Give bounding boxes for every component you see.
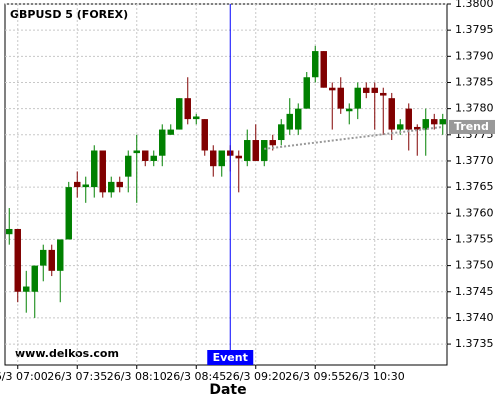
trend-label: Trend: [454, 120, 489, 133]
candle-body: [371, 87, 378, 93]
candle-body: [142, 150, 149, 161]
y-tick-label: 1.3780: [455, 102, 494, 115]
event-label: Event: [213, 351, 248, 364]
y-tick-label: 1.3785: [455, 75, 494, 88]
candle-body: [99, 150, 106, 193]
x-tick-label: 26/3 09:55: [285, 370, 345, 383]
candle-body: [422, 119, 429, 130]
candle-body: [210, 150, 217, 167]
candle-body: [337, 87, 344, 109]
candle-body: [193, 116, 200, 120]
candle-body: [176, 98, 183, 130]
candle-body: [14, 228, 21, 292]
y-tick-label: 1.3765: [455, 180, 494, 193]
y-tick-label: 1.3795: [455, 23, 494, 36]
candle-body: [82, 184, 89, 188]
candle-body: [269, 140, 276, 146]
candle-body: [439, 119, 446, 125]
candle-body: [48, 249, 55, 271]
y-tick-label: 1.3735: [455, 337, 494, 350]
candle-body: [218, 150, 225, 167]
candle-body: [74, 181, 81, 188]
y-tick-label: 1.3745: [455, 285, 494, 298]
candle-body: [184, 98, 191, 120]
candle-body: [201, 119, 208, 151]
x-tick-label: 26/3 07:35: [47, 370, 107, 383]
candle-body: [125, 155, 132, 177]
x-tick-label: 26/3 07:00: [0, 370, 48, 383]
candle-body: [397, 124, 404, 130]
x-tick-label: 26/3 10:30: [345, 370, 405, 383]
candle-body: [354, 87, 361, 109]
candle-body: [414, 126, 421, 130]
chart-title: GBPUSD 5 (FOREX): [10, 8, 128, 21]
candle-body: [133, 150, 140, 154]
candle-body: [244, 140, 251, 161]
candle-body: [286, 113, 293, 130]
x-axis-title: Date: [209, 382, 246, 398]
y-tick-label: 1.3750: [455, 259, 494, 272]
x-tick-label: 26/3 09:20: [226, 370, 286, 383]
candle-body: [167, 129, 174, 135]
x-tick-label: 26/3 08:10: [107, 370, 167, 383]
candle-body: [320, 51, 327, 88]
y-tick-label: 1.3790: [455, 49, 494, 62]
event-label-box: [207, 350, 254, 365]
candle-body: [6, 228, 13, 235]
y-tick-label: 1.3760: [455, 206, 494, 219]
watermark: www.delkos.com: [15, 347, 119, 360]
candle-body: [278, 124, 285, 141]
candle-body: [40, 249, 47, 266]
x-tick-label: 26/3 08:45: [166, 370, 226, 383]
candle-body: [91, 150, 98, 188]
candle-body: [116, 181, 123, 188]
candle-body: [57, 239, 64, 271]
candle-body: [252, 140, 259, 161]
candle-body: [159, 129, 166, 156]
candle-body: [65, 187, 72, 240]
candle-body: [150, 155, 157, 161]
trend-label-box: [449, 119, 495, 134]
candle-body: [261, 140, 268, 161]
y-tick-label: 1.3800: [455, 0, 494, 10]
candle-body: [31, 265, 38, 292]
candle-body: [388, 98, 395, 130]
candle-body: [303, 77, 310, 109]
candle-body: [235, 155, 242, 159]
candle-body: [431, 119, 438, 125]
candle-body: [346, 108, 353, 112]
candle-body: [295, 108, 302, 130]
candle-body: [405, 108, 412, 130]
candle-body: [329, 87, 336, 91]
trend-line: [264, 125, 443, 150]
y-tick-label: 1.3740: [455, 311, 494, 324]
candle-body: [23, 286, 30, 292]
plot-frame: [4, 3, 448, 366]
candle-body: [312, 51, 319, 78]
y-tick-label: 1.3770: [455, 154, 494, 167]
y-tick-label: 1.3755: [455, 232, 494, 245]
candle-body: [108, 181, 115, 193]
candle-body: [363, 87, 370, 93]
candle-body: [380, 92, 387, 96]
